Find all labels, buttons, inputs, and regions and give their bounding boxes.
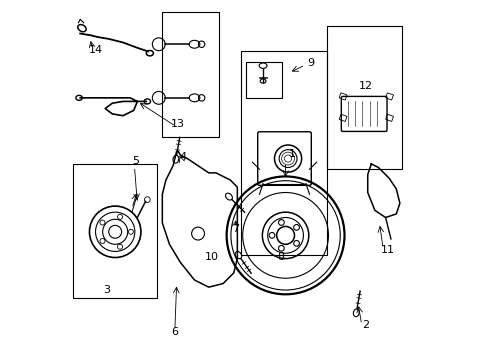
Bar — [162, 12, 219, 137]
Circle shape — [100, 239, 105, 243]
Text: 6: 6 — [171, 327, 178, 337]
Text: 13: 13 — [171, 119, 185, 129]
Text: 12: 12 — [358, 81, 372, 91]
Text: 7: 7 — [231, 224, 239, 234]
Bar — [385, 114, 393, 121]
Circle shape — [100, 220, 105, 225]
Bar — [73, 164, 157, 298]
Circle shape — [117, 214, 122, 219]
Circle shape — [293, 225, 299, 230]
Circle shape — [128, 229, 133, 234]
Text: 8: 8 — [277, 252, 285, 262]
Text: 2: 2 — [362, 320, 369, 330]
Text: 14: 14 — [89, 45, 103, 55]
Circle shape — [268, 233, 274, 238]
Bar — [339, 114, 346, 121]
Text: 5: 5 — [132, 156, 139, 166]
Bar — [246, 62, 282, 98]
Circle shape — [278, 246, 284, 251]
Text: 4: 4 — [179, 152, 186, 162]
Circle shape — [117, 244, 122, 249]
Bar — [339, 93, 346, 100]
Bar — [385, 93, 393, 100]
Bar — [241, 51, 326, 255]
Text: 9: 9 — [306, 58, 313, 68]
Text: 3: 3 — [103, 284, 110, 294]
Text: 10: 10 — [205, 252, 219, 262]
Text: 1: 1 — [288, 149, 296, 159]
Circle shape — [293, 240, 299, 246]
Circle shape — [278, 220, 284, 225]
Bar — [326, 26, 401, 169]
Text: 11: 11 — [381, 245, 394, 255]
